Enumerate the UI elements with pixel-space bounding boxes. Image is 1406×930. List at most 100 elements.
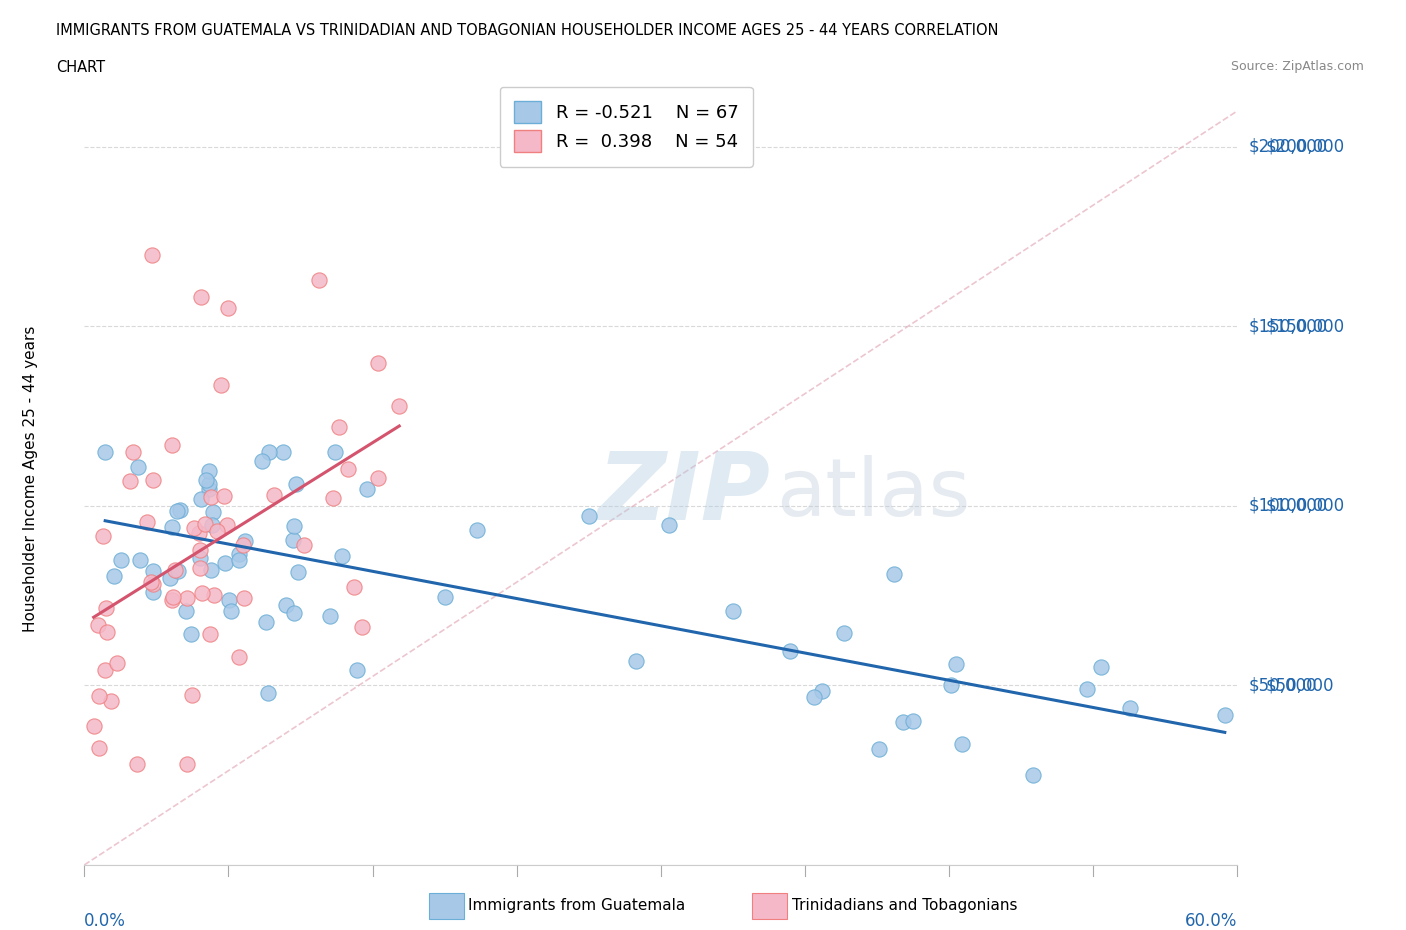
Point: [176, 757, 198, 772]
Point: [202, 588, 225, 603]
Point: [228, 649, 250, 664]
Point: [271, 445, 294, 459]
Point: [163, 563, 186, 578]
Point: [83, 719, 105, 734]
Point: [219, 604, 242, 618]
Text: $50,000: $50,000: [1267, 676, 1334, 695]
Point: [190, 290, 212, 305]
Point: [167, 564, 190, 578]
Point: [166, 504, 188, 519]
Point: [883, 566, 905, 581]
Text: ZIP: ZIP: [598, 448, 770, 540]
Point: [110, 552, 132, 567]
Point: [142, 472, 165, 487]
Point: [941, 677, 963, 692]
Point: [94, 445, 117, 459]
Text: Immigrants from Guatemala: Immigrants from Guatemala: [468, 898, 686, 913]
Point: [141, 247, 163, 262]
Point: [367, 471, 389, 485]
Point: [283, 519, 305, 534]
Point: [250, 453, 273, 468]
Point: [135, 514, 157, 529]
Point: [578, 509, 600, 524]
Text: IMMIGRANTS FROM GUATEMALA VS TRINIDADIAN AND TOBAGONIAN HOUSEHOLDER INCOME AGES : IMMIGRANTS FROM GUATEMALA VS TRINIDADIAN…: [56, 23, 998, 38]
Point: [142, 564, 165, 578]
Point: [276, 597, 298, 612]
Point: [214, 555, 236, 570]
Point: [233, 533, 256, 548]
Point: [94, 663, 117, 678]
Point: [624, 653, 647, 668]
Point: [142, 584, 165, 599]
Point: [254, 615, 277, 630]
Point: [228, 552, 250, 567]
Point: [159, 570, 181, 585]
Point: [356, 482, 378, 497]
Text: atlas: atlas: [776, 456, 970, 534]
Point: [169, 503, 191, 518]
Text: $200,000: $200,000: [1267, 138, 1346, 156]
Point: [256, 685, 278, 700]
Text: $150,000: $150,000: [1249, 317, 1327, 336]
Point: [322, 490, 344, 505]
Point: [200, 518, 222, 533]
Point: [263, 488, 285, 503]
Point: [950, 737, 973, 751]
Text: $150,000: $150,000: [1267, 317, 1346, 336]
Point: [190, 543, 212, 558]
Point: [1090, 660, 1112, 675]
Point: [232, 538, 254, 552]
Point: [214, 489, 236, 504]
Point: [319, 608, 342, 623]
Point: [891, 715, 914, 730]
Point: [433, 590, 456, 604]
Text: 0.0%: 0.0%: [84, 911, 127, 930]
Point: [346, 662, 368, 677]
Point: [218, 301, 240, 316]
Point: [868, 741, 890, 756]
Point: [328, 419, 350, 434]
Point: [198, 477, 221, 492]
Point: [197, 481, 219, 496]
Point: [174, 604, 197, 618]
Text: CHART: CHART: [56, 60, 105, 75]
Point: [810, 684, 832, 698]
Point: [388, 399, 411, 414]
Point: [281, 533, 304, 548]
Point: [118, 473, 141, 488]
Point: [337, 461, 360, 476]
Point: [105, 656, 128, 671]
Point: [100, 693, 122, 708]
Point: [191, 586, 214, 601]
Point: [198, 464, 221, 479]
Point: [721, 604, 744, 618]
Point: [232, 591, 254, 606]
Point: [127, 757, 149, 772]
Point: [1213, 708, 1236, 723]
Point: [194, 516, 217, 531]
Point: [127, 460, 149, 475]
Point: [205, 524, 228, 538]
Point: [181, 687, 204, 702]
Point: [188, 551, 211, 565]
Point: [803, 690, 825, 705]
Point: [96, 625, 118, 640]
Text: $100,000: $100,000: [1249, 497, 1327, 515]
Point: [160, 592, 183, 607]
Point: [200, 563, 222, 578]
Point: [162, 590, 184, 604]
Point: [217, 517, 239, 532]
Point: [103, 568, 125, 583]
Legend: R = -0.521    N = 67, R =  0.398    N = 54: R = -0.521 N = 67, R = 0.398 N = 54: [499, 86, 752, 166]
Point: [308, 272, 330, 287]
Point: [195, 472, 218, 487]
Point: [287, 565, 309, 579]
Point: [160, 437, 183, 452]
Text: $100,000: $100,000: [1267, 497, 1346, 515]
Point: [190, 491, 212, 506]
Point: [87, 689, 110, 704]
Point: [139, 575, 162, 590]
Point: [343, 579, 366, 594]
Text: 60.0%: 60.0%: [1185, 911, 1237, 930]
Point: [658, 518, 681, 533]
